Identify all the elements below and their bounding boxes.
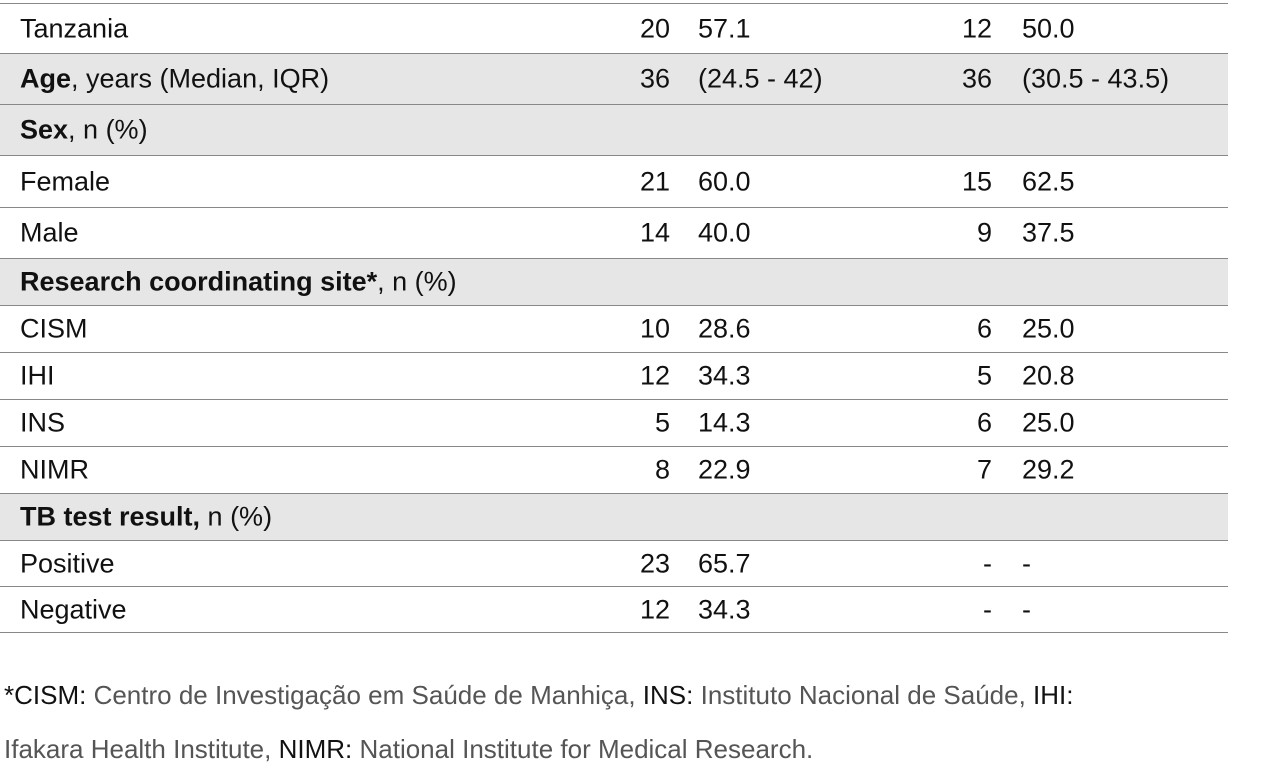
table-cell: - (983, 594, 992, 624)
table-row: TB test result, n (%) (0, 494, 1228, 541)
row-label: Tanzania (20, 13, 129, 43)
table-cell: 60.0 (698, 166, 751, 196)
table-row: Female 21 60.0 15 62.5 (0, 156, 1228, 208)
row-label: INS (20, 407, 66, 438)
row-label: Research coordinating site*, n (%) (20, 267, 457, 298)
row-label: Sex, n (%) (20, 115, 148, 146)
footnote-text: *CISM: (4, 680, 87, 710)
table-cell: 21 (639, 166, 670, 196)
table-cell: (30.5 - 43.5) (1022, 63, 1170, 94)
row-label: Age, years (Median, IQR) (20, 64, 329, 95)
row-label-rest: , n (%) (377, 266, 457, 297)
footnote-text: National Institute for Medical Research. (352, 734, 814, 764)
table-cell: 6 (976, 407, 992, 438)
table-cell: 25.0 (1022, 407, 1075, 438)
table-cell: 6 (976, 313, 992, 344)
table-cell: 9 (976, 217, 992, 248)
table-cell: 65.7 (698, 548, 751, 578)
table-cell: 40.0 (698, 217, 751, 248)
table-row: INS 5 14.3 6 25.0 (0, 400, 1228, 447)
table-cell: 62.5 (1022, 166, 1075, 196)
table-cell: 5 (976, 360, 992, 391)
footnote-text: IHI: (1033, 680, 1074, 710)
footnote-line: Ifakara Health Institute, NIMR: National… (4, 722, 1074, 776)
page: {"table": {"rows": [ {"label": "Tanzania… (0, 3, 1228, 764)
footnote-text: Ifakara Health Institute, (4, 734, 279, 764)
table-cell: - (1022, 594, 1031, 624)
table-cell: 23 (639, 548, 670, 578)
footnote-text: Instituto Nacional de Saúde, (693, 680, 1034, 710)
table-cell: 20 (639, 13, 670, 43)
footnote-text: NIMR: (278, 734, 353, 764)
row-label-bold: Age (20, 63, 72, 94)
table-cell: 29.2 (1022, 454, 1075, 485)
table-cell: 8 (654, 454, 670, 485)
table-row: Sex, n (%) (0, 105, 1228, 156)
table-cell: 15 (961, 166, 992, 196)
table-cell: 5 (654, 407, 670, 438)
table-cell: 25.0 (1022, 313, 1075, 344)
table-cell: 12 (639, 360, 670, 391)
table-cell: 36 (639, 63, 670, 94)
table-cell: 37.5 (1022, 217, 1075, 248)
table-cell: 12 (961, 13, 992, 43)
row-label: Negative (20, 594, 127, 624)
table-cell: 7 (976, 454, 992, 485)
table-row: NIMR 8 22.9 7 29.2 (0, 447, 1228, 494)
table-row: Male 14 40.0 9 37.5 (0, 208, 1228, 259)
row-label-rest: , n (%) (68, 114, 148, 145)
table-cell: 14 (639, 217, 670, 248)
table-cell: - (983, 548, 992, 578)
table-cell: 22.9 (698, 454, 751, 485)
row-label-bold: Sex (20, 114, 69, 145)
table-cell: 57.1 (698, 13, 751, 43)
table-cell: 28.6 (698, 313, 751, 344)
footnote-text: INS: (642, 680, 694, 710)
table-cell: 34.3 (698, 360, 751, 391)
row-label-rest: n (%) (200, 501, 273, 532)
table-row: Research coordinating site*, n (%) (0, 259, 1228, 306)
table-row: CISM 10 28.6 6 25.0 (0, 306, 1228, 353)
table-row: Negative 12 34.3 - - (0, 587, 1228, 633)
row-label-rest: , years (Median, IQR) (71, 63, 330, 94)
table-cell: (24.5 - 42) (698, 63, 823, 94)
row-label-bold: Research coordinating site* (20, 266, 378, 297)
row-label: NIMR (20, 454, 89, 485)
row-label: Male (20, 217, 79, 248)
table-cell: 36 (961, 63, 992, 94)
table-row: Positive 23 65.7 - - (0, 541, 1228, 587)
table-cell: 34.3 (698, 594, 751, 624)
row-label: Female (20, 166, 111, 196)
table-row: Age, years (Median, IQR) 36 (24.5 - 42) 36 (… (0, 54, 1228, 105)
footnote-line: *CISM: Centro de Investigação em Saúde d… (4, 668, 1074, 722)
table-cell: 14.3 (698, 407, 751, 438)
footnote-text: Centro de Investigação em Saúde de Manhi… (86, 680, 643, 710)
table-cell: - (1022, 548, 1031, 578)
footnote: *CISM: Centro de Investigação em Saúde d… (4, 668, 1074, 776)
row-label-bold: TB test result, (20, 501, 201, 532)
table-row: IHI 12 34.3 5 20.8 (0, 353, 1228, 400)
table-cell: 50.0 (1022, 13, 1075, 43)
table-row: Tanzania 20 57.1 12 50.0 (0, 4, 1228, 54)
table-cell: 20.8 (1022, 360, 1075, 391)
table-cell: 12 (639, 594, 670, 624)
row-label: Positive (20, 548, 115, 578)
row-label: TB test result, n (%) (20, 502, 272, 533)
row-label: CISM (20, 313, 88, 344)
table: Tanzania 20 57.1 12 50.0 Age, years (Median, … (0, 3, 1228, 633)
row-label: IHI (20, 360, 55, 391)
table-cell: 10 (639, 313, 670, 344)
